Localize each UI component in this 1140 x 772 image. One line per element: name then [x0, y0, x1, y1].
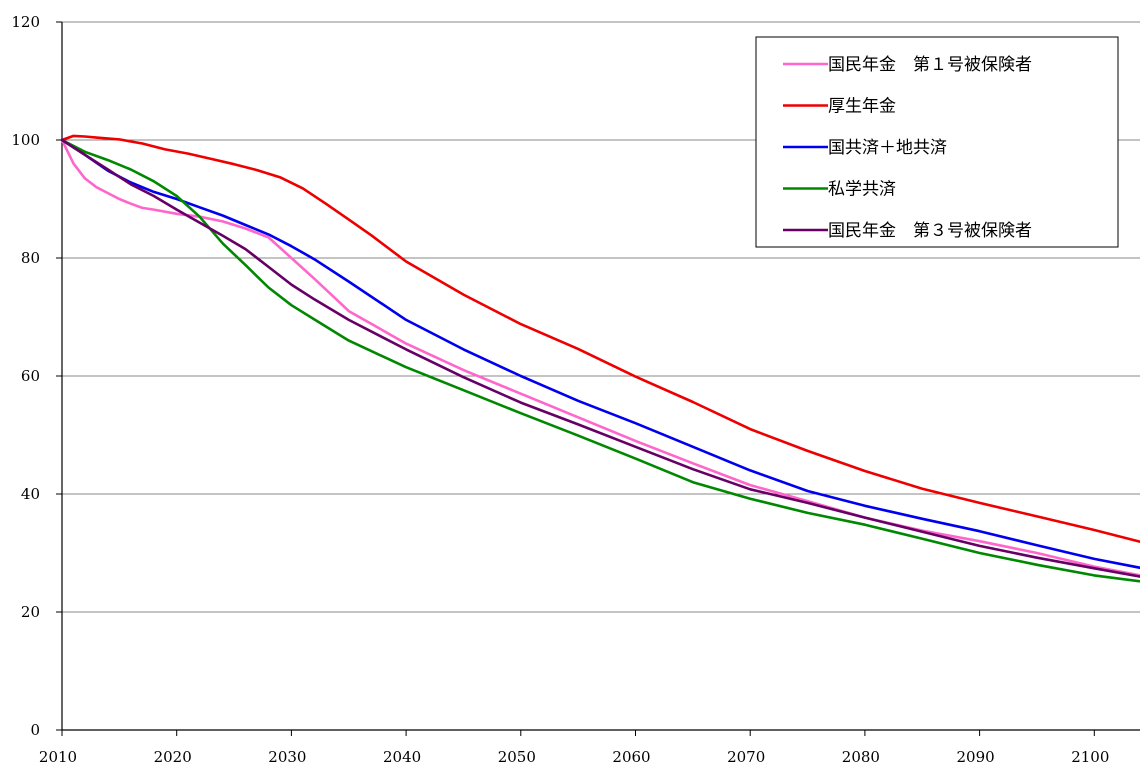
series-line-1: [60, 134, 1140, 544]
legend-label-2: 国共済＋地共済: [828, 138, 947, 158]
series-lines: [60, 134, 1140, 583]
series-line-4: [60, 138, 1140, 578]
x-tick-label-2020: 2020: [154, 748, 192, 766]
y-tick-label-60: 60: [21, 367, 40, 385]
x-tick-label-2100: 2100: [1071, 748, 1109, 766]
legend-label-3: 私学共済: [828, 180, 896, 200]
y-tick-label-40: 40: [21, 485, 40, 503]
x-tick-label-2090: 2090: [957, 748, 995, 766]
y-tick-label-0: 0: [30, 721, 40, 739]
x-tick-label-2010: 2010: [39, 748, 77, 766]
series-line-2: [60, 138, 1140, 570]
x-tick-label-2060: 2060: [612, 748, 650, 766]
legend-label-0: 国民年金 第１号被保険者: [828, 55, 1032, 75]
legend-label-4: 国民年金 第３号被保険者: [828, 221, 1032, 241]
series-line-3: [60, 138, 1140, 583]
y-tick-label-120: 120: [11, 13, 40, 31]
x-tick-label-2040: 2040: [383, 748, 421, 766]
y-tick-label-80: 80: [21, 249, 40, 267]
y-tick-label-100: 100: [11, 131, 40, 149]
legend-label-1: 厚生年金: [828, 97, 896, 117]
x-tick-label-2050: 2050: [498, 748, 536, 766]
gridlines: [62, 21, 1140, 613]
y-tick-label-20: 20: [21, 603, 40, 621]
x-tick-label-2030: 2030: [268, 748, 306, 766]
x-tick-label-2080: 2080: [842, 748, 880, 766]
legend-box: [755, 36, 1119, 248]
x-tick-label-2070: 2070: [727, 748, 765, 766]
